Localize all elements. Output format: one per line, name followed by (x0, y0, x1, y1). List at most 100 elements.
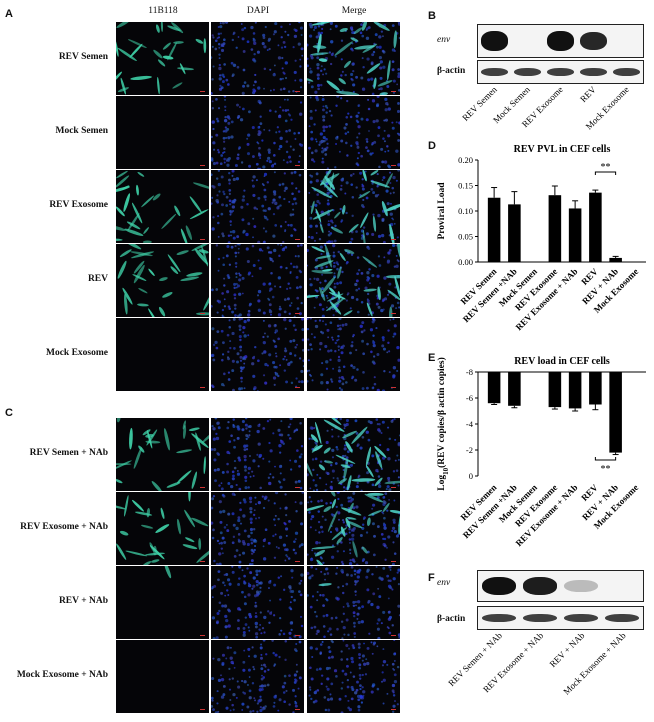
significance-stars: ** (601, 162, 611, 173)
actin-band (522, 613, 557, 623)
y-axis-label: Proviral Load (437, 182, 447, 240)
actin-band (564, 613, 599, 623)
y-tick-label: -2 (466, 445, 473, 455)
significance-bracket (594, 457, 617, 461)
bar (487, 372, 501, 404)
panel-a-image-merge (307, 318, 400, 391)
panel-a-row-label: REV Semen (58, 52, 108, 62)
bar (548, 195, 562, 262)
panel-a-row-label: Mock Semen (55, 126, 108, 136)
y-axis-label: Log10(REV copies/β actin copies) (436, 357, 450, 491)
panel-c-image-11b (116, 640, 209, 713)
panel-a-image-merge (307, 96, 400, 169)
actin-band (546, 67, 575, 77)
significance-bracket (594, 171, 617, 175)
y-tick-label: 0.15 (458, 181, 473, 191)
bar (568, 208, 582, 262)
y-tick-label: -4 (466, 419, 474, 429)
panel-c-image-11b (116, 418, 209, 491)
panel-c-image-dapi (211, 418, 304, 491)
panel-a-image-11b (116, 96, 209, 169)
y-tick-label: -8 (466, 367, 473, 377)
panel-a-image-dapi (211, 244, 304, 317)
chart-d: REV PVL in CEF cells 0.00 0.05 0.10 0.15 0.20… (437, 144, 646, 332)
bar (589, 372, 602, 405)
panel-a-image-merge (307, 22, 400, 95)
panel-c-image-merge (307, 566, 400, 639)
env-band (480, 31, 509, 51)
panel-a-image-11b (116, 22, 209, 95)
panel-c-image-merge (307, 640, 400, 713)
panel-a-image-merge (307, 170, 400, 243)
env-band (546, 31, 575, 51)
panel-a-row-label: REV (87, 274, 108, 284)
env-band (579, 31, 608, 51)
y-tick-label: 0.05 (458, 232, 473, 242)
panel-a-image-dapi (211, 170, 304, 243)
panel-a-image-11b (116, 170, 209, 243)
y-tick-label: 0 (469, 471, 473, 481)
bar (508, 204, 521, 262)
panel-c-image-dapi (211, 566, 304, 639)
panel-a-row-label: Mock Exosome (45, 348, 108, 358)
blot-f-env-label: env (437, 578, 451, 588)
panel-c-image-11b (116, 566, 209, 639)
actin-band (612, 67, 641, 77)
panel-c-image-merge (307, 492, 400, 565)
panel-c-row-label: REV Semen + NAb (29, 448, 108, 458)
blot-b-env-label: env (437, 35, 451, 45)
bar (609, 372, 622, 453)
significance-stars: ** (601, 464, 611, 475)
y-tick-label: 0.00 (458, 257, 473, 267)
panel-letter-f: F (428, 572, 435, 584)
column-header-dapi: DAPI (246, 6, 270, 16)
panel-letter-b: B (428, 10, 436, 22)
env-band (564, 579, 599, 593)
panel-a-image-11b (116, 318, 209, 391)
panel-a-image-merge (307, 244, 400, 317)
bar (568, 372, 582, 409)
y-tick-label: 0.10 (458, 206, 473, 216)
bar (508, 372, 521, 406)
panel-a-image-11b (116, 244, 209, 317)
blot-f-actin-strip (477, 606, 644, 630)
y-tick-label: 0.20 (458, 155, 473, 165)
blot-b-actin-label: β-actin (437, 66, 466, 76)
env-band (481, 577, 516, 595)
bar (548, 372, 562, 408)
panel-letter-c: C (5, 407, 13, 419)
panel-letter-e: E (428, 352, 436, 364)
blot-f-env-strip (477, 570, 644, 602)
panel-c-image-dapi (211, 492, 304, 565)
blot-b-actin-strip (477, 60, 644, 84)
panel-c-row-label: REV + NAb (58, 596, 108, 606)
blot-f-actin-label: β-actin (437, 614, 466, 624)
panel-a-image-dapi (211, 318, 304, 391)
actin-band (480, 67, 509, 77)
actin-band (605, 613, 640, 623)
panel-a-image-dapi (211, 96, 304, 169)
lane-label: REV + NAb (548, 630, 587, 669)
panel-c-image-merge (307, 418, 400, 491)
blot-b-env-strip (477, 24, 644, 58)
panel-letter-a: A (5, 8, 13, 20)
panel-a-row-label: REV Exosome (49, 200, 108, 210)
panel-a-image-dapi (211, 22, 304, 95)
bar (487, 197, 501, 262)
column-header-11b118: 11B118 (148, 6, 178, 16)
panel-c-image-11b (116, 492, 209, 565)
env-band (522, 577, 557, 595)
panel-c-image-dapi (211, 640, 304, 713)
bar (609, 257, 622, 262)
panel-c-row-label: REV Exosome + NAb (20, 522, 108, 532)
actin-band (579, 67, 608, 77)
panel-letter-d: D (428, 140, 436, 152)
panel-c-row-label: Mock Exosome + NAb (16, 670, 108, 680)
actin-band (481, 613, 516, 623)
y-tick-label: -6 (466, 393, 473, 403)
bar (589, 192, 602, 262)
chart-title: REV load in CEF cells (514, 356, 610, 367)
